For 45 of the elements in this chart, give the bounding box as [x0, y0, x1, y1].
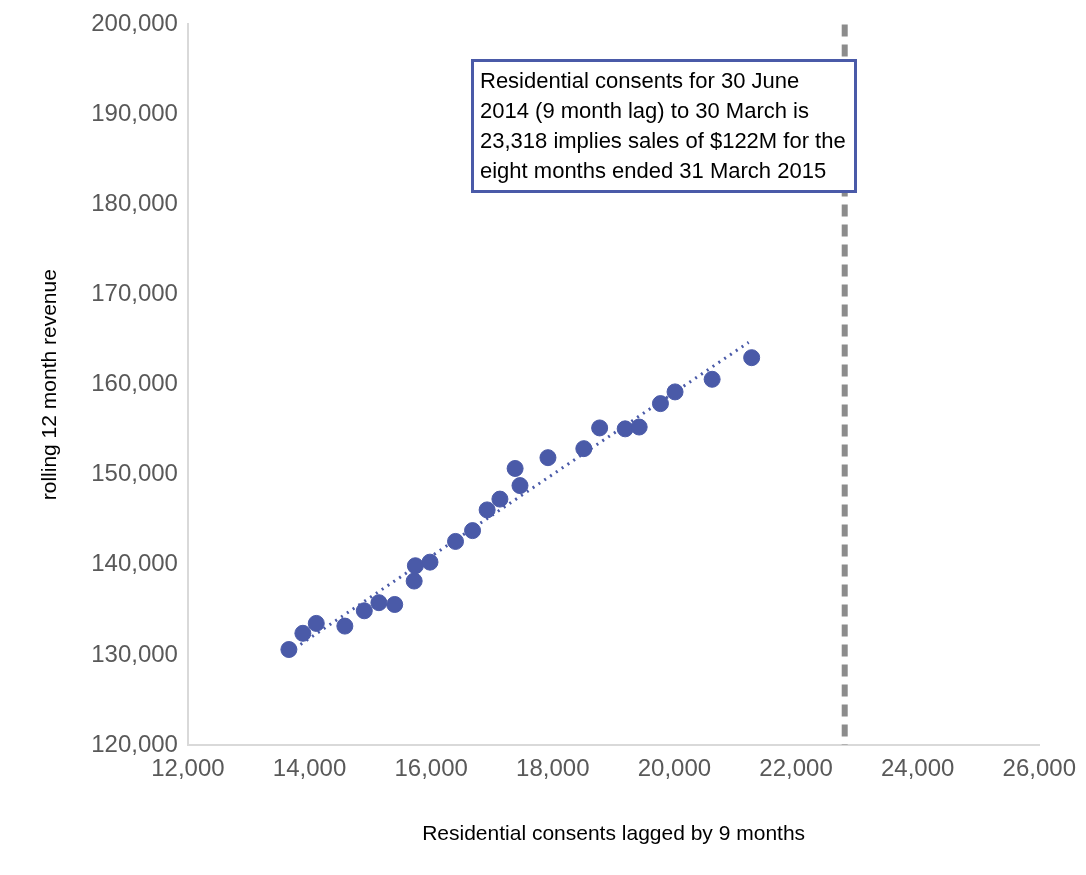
point [743, 349, 761, 367]
point [370, 594, 388, 612]
x-tick-label: 14,000 [272, 754, 347, 782]
x-axis-title: Residential consents lagged by 9 months [422, 821, 806, 845]
point [575, 440, 593, 458]
point [506, 459, 524, 477]
y-tick-label: 160,000 [91, 369, 178, 397]
point [406, 557, 424, 575]
point [464, 522, 482, 540]
point [703, 370, 721, 388]
y-tick-label: 140,000 [91, 549, 178, 577]
y-tick-label: 190,000 [91, 99, 178, 127]
point [280, 641, 298, 659]
point [511, 477, 529, 495]
y-tick-label: 200,000 [91, 9, 178, 37]
y-tick-label: 150,000 [91, 459, 178, 487]
x-tick-label: 26,000 [1002, 754, 1076, 782]
point [294, 624, 312, 642]
x-tick-label: 12,000 [151, 754, 225, 782]
annotation: Residential consents for 30 June 2014 (9 month lag) to 30 March is 23,318 implies sales of $122M for the eight months ended 31 March 2015 [471, 59, 857, 193]
point [421, 553, 439, 571]
point [630, 418, 648, 436]
point [616, 420, 634, 438]
point [447, 532, 465, 550]
point [336, 617, 354, 635]
x-tick-label: 18,000 [516, 754, 590, 782]
y-axis-title: rolling 12 month revenue [37, 269, 61, 501]
x-tick-label: 20,000 [637, 754, 712, 782]
y-tick-label: 120,000 [91, 729, 178, 757]
point [405, 572, 423, 590]
point [491, 490, 509, 508]
x-tick-label: 22,000 [759, 754, 833, 782]
point [355, 602, 373, 620]
point [307, 614, 325, 632]
point [478, 501, 496, 519]
point [666, 383, 684, 401]
y-tick-label: 170,000 [91, 279, 178, 307]
point [539, 449, 557, 467]
point [591, 419, 609, 437]
point [386, 595, 404, 613]
x-tick-label: 16,000 [394, 754, 468, 782]
x-tick-label: 24,000 [880, 754, 955, 782]
y-tick-label: 130,000 [91, 639, 178, 667]
point [651, 395, 669, 413]
y-tick-label: 180,000 [91, 189, 178, 217]
